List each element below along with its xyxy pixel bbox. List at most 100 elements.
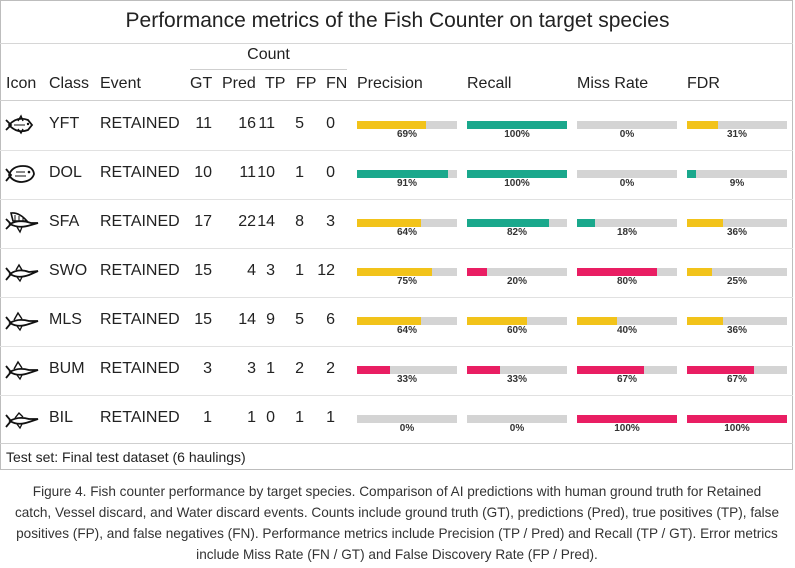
class-cell: SFA bbox=[49, 213, 80, 230]
row-divider bbox=[0, 297, 793, 298]
fn-cell: 1 bbox=[326, 409, 335, 426]
precision-bar-fill bbox=[357, 268, 432, 276]
recall-bar bbox=[467, 219, 567, 227]
header-icon: Icon bbox=[6, 75, 37, 92]
row-divider bbox=[0, 395, 793, 396]
recall-bar-fill bbox=[467, 170, 567, 178]
recall-bar bbox=[467, 317, 567, 325]
fdr-bar bbox=[687, 366, 787, 374]
recall-bar bbox=[467, 170, 567, 178]
fp-cell: 1 bbox=[295, 262, 304, 279]
miss-rate-value-label: 67% bbox=[616, 374, 637, 385]
tp-cell: 0 bbox=[266, 409, 275, 426]
gt-cell: 17 bbox=[194, 213, 212, 230]
fdr-bar-fill bbox=[687, 219, 723, 227]
swordfish-icon bbox=[5, 259, 39, 285]
table-row: SWO RETAINED 15 4 3 1 12 75% 20% 80% 25% bbox=[0, 248, 793, 297]
miss-rate-bar bbox=[577, 170, 677, 178]
precision-value-label: 75% bbox=[396, 276, 417, 287]
header-class: Class bbox=[49, 75, 90, 92]
fn-cell: 6 bbox=[326, 311, 335, 328]
table-title: Performance metrics of the Fish Counter … bbox=[125, 9, 670, 32]
fdr-bar bbox=[687, 415, 787, 423]
header-fn: FN bbox=[326, 75, 348, 92]
fp-cell: 1 bbox=[295, 164, 304, 181]
fn-cell: 12 bbox=[317, 262, 335, 279]
miss-rate-bar bbox=[577, 268, 677, 276]
precision-bar bbox=[357, 366, 457, 374]
tp-cell: 1 bbox=[266, 360, 275, 377]
header-event: Event bbox=[100, 75, 141, 92]
recall-value-label: 0% bbox=[509, 423, 525, 434]
event-cell: RETAINED bbox=[100, 115, 180, 132]
fdr-bar-fill bbox=[687, 317, 723, 325]
fdr-bar bbox=[687, 317, 787, 325]
test-set-note: Test set: Final test dataset (6 haulings… bbox=[6, 449, 246, 465]
miss-rate-value-label: 0% bbox=[619, 129, 635, 140]
fdr-bar-fill bbox=[687, 170, 696, 178]
miss-rate-value-label: 18% bbox=[616, 227, 637, 238]
sailfish-icon bbox=[5, 210, 39, 236]
precision-value-label: 64% bbox=[396, 325, 417, 336]
table-row: BUM RETAINED 3 3 1 2 2 33% 33% 67% 67% bbox=[0, 346, 793, 395]
recall-bar-fill bbox=[467, 317, 527, 325]
miss-rate-bar-fill bbox=[577, 415, 677, 423]
class-cell: SWO bbox=[49, 262, 88, 279]
fn-cell: 3 bbox=[326, 213, 335, 230]
event-cell: RETAINED bbox=[100, 164, 180, 181]
event-cell: RETAINED bbox=[100, 360, 180, 377]
fn-cell: 0 bbox=[326, 115, 335, 132]
row-divider bbox=[0, 346, 793, 347]
fdr-value-label: 36% bbox=[726, 227, 747, 238]
miss-rate-bar-fill bbox=[577, 317, 617, 325]
pred-cell: 22 bbox=[238, 213, 256, 230]
header-miss-rate: Miss Rate bbox=[577, 75, 649, 92]
precision-value-label: 64% bbox=[396, 227, 417, 238]
fdr-value-label: 9% bbox=[729, 178, 745, 189]
pred-cell: 1 bbox=[247, 409, 256, 426]
recall-value-label: 100% bbox=[504, 129, 530, 140]
table-row: DOL RETAINED 10 11 10 1 0 91% 100% 0% 9% bbox=[0, 150, 793, 199]
fdr-value-label: 25% bbox=[726, 276, 747, 287]
miss-rate-value-label: 100% bbox=[614, 423, 640, 434]
fp-cell: 2 bbox=[295, 360, 304, 377]
recall-bar-fill bbox=[467, 268, 487, 276]
recall-bar bbox=[467, 121, 567, 129]
row-divider bbox=[0, 248, 793, 249]
gt-cell: 10 bbox=[194, 164, 212, 181]
gt-cell: 1 bbox=[203, 409, 212, 426]
miss-rate-value-label: 80% bbox=[616, 276, 637, 287]
title-divider bbox=[0, 43, 793, 44]
precision-bar bbox=[357, 317, 457, 325]
pred-cell: 16 bbox=[238, 115, 256, 132]
fdr-bar-fill bbox=[687, 366, 754, 374]
precision-value-label: 0% bbox=[399, 423, 415, 434]
table-row: MLS RETAINED 15 14 9 5 6 64% 60% 40% 36% bbox=[0, 297, 793, 346]
recall-bar bbox=[467, 268, 567, 276]
billfish-icon bbox=[5, 406, 39, 432]
recall-value-label: 100% bbox=[504, 178, 530, 189]
precision-bar-fill bbox=[357, 121, 426, 129]
miss-rate-value-label: 40% bbox=[616, 325, 637, 336]
event-cell: RETAINED bbox=[100, 409, 180, 426]
miss-rate-bar-fill bbox=[577, 366, 644, 374]
precision-bar-fill bbox=[357, 219, 421, 227]
tp-cell: 10 bbox=[257, 164, 275, 181]
tp-cell: 9 bbox=[266, 311, 275, 328]
miss-rate-bar bbox=[577, 317, 677, 325]
fdr-value-label: 67% bbox=[726, 374, 747, 385]
recall-bar bbox=[467, 415, 567, 423]
miss-rate-bar-fill bbox=[577, 268, 657, 276]
fdr-bar-fill bbox=[687, 121, 718, 129]
miss-rate-bar-fill bbox=[577, 219, 595, 227]
recall-bar-fill bbox=[467, 121, 567, 129]
footer-divider bbox=[0, 443, 793, 444]
pred-cell: 4 bbox=[247, 262, 256, 279]
precision-value-label: 91% bbox=[396, 178, 417, 189]
row-divider bbox=[0, 199, 793, 200]
class-cell: MLS bbox=[49, 311, 82, 328]
gt-cell: 15 bbox=[194, 262, 212, 279]
table-row: YFT RETAINED 11 16 11 5 0 69% 100% 0% 31% bbox=[0, 101, 793, 150]
class-cell: BIL bbox=[49, 409, 74, 426]
header-precision: Precision bbox=[357, 75, 423, 92]
